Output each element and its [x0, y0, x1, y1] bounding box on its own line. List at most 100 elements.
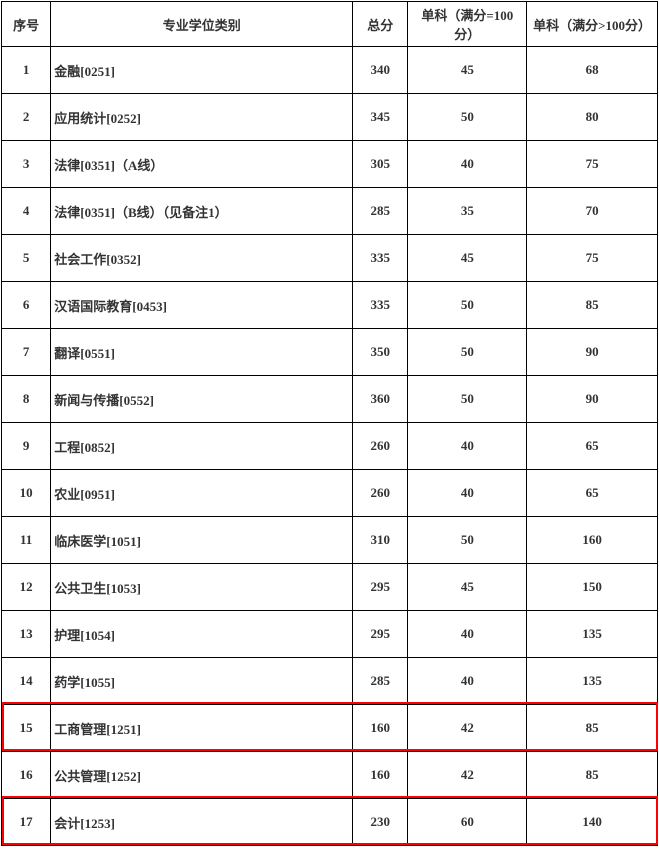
cell-sgt100: 80 — [527, 94, 658, 141]
score-table: 序号 专业学位类别 总分 单科（满分=100分） 单科（满分>100分） 1金融… — [1, 1, 658, 846]
cell-total: 345 — [353, 94, 408, 141]
cell-sgt100: 85 — [527, 282, 658, 329]
cell-major: 农业[0951] — [51, 470, 353, 517]
cell-index: 2 — [2, 94, 51, 141]
table-row: 2应用统计[0252]3455080 — [2, 94, 658, 141]
cell-index: 12 — [2, 564, 51, 611]
table-row: 14药学[1055]28540135 — [2, 658, 658, 705]
cell-total: 335 — [353, 235, 408, 282]
table-row: 11临床医学[1051]31050160 — [2, 517, 658, 564]
col-total: 总分 — [353, 2, 408, 47]
cell-sgt100: 135 — [527, 611, 658, 658]
cell-s100: 60 — [408, 799, 527, 846]
col-sgt100: 单科（满分>100分） — [527, 2, 658, 47]
cell-major: 公共管理[1252] — [51, 752, 353, 799]
cell-index: 13 — [2, 611, 51, 658]
cell-s100: 50 — [408, 94, 527, 141]
cell-total: 305 — [353, 141, 408, 188]
cell-major: 会计[1253] — [51, 799, 353, 846]
table-row: 3法律[0351]（A线）3054075 — [2, 141, 658, 188]
col-s100: 单科（满分=100分） — [408, 2, 527, 47]
table-row: 5社会工作[0352]3354575 — [2, 235, 658, 282]
cell-total: 285 — [353, 658, 408, 705]
cell-index: 10 — [2, 470, 51, 517]
cell-total: 310 — [353, 517, 408, 564]
cell-major: 应用统计[0252] — [51, 94, 353, 141]
table-head: 序号 专业学位类别 总分 单科（满分=100分） 单科（满分>100分） — [2, 2, 658, 47]
cell-index: 8 — [2, 376, 51, 423]
cell-s100: 45 — [408, 47, 527, 94]
cell-sgt100: 68 — [527, 47, 658, 94]
cell-major: 翻译[0551] — [51, 329, 353, 376]
cell-s100: 50 — [408, 517, 527, 564]
cell-sgt100: 135 — [527, 658, 658, 705]
table-row: 4法律[0351]（B线）（见备注1）2853570 — [2, 188, 658, 235]
cell-major: 药学[1055] — [51, 658, 353, 705]
cell-major: 护理[1054] — [51, 611, 353, 658]
table-row: 6汉语国际教育[0453]3355085 — [2, 282, 658, 329]
cell-sgt100: 140 — [527, 799, 658, 846]
cell-major: 新闻与传播[0552] — [51, 376, 353, 423]
cell-total: 360 — [353, 376, 408, 423]
cell-s100: 40 — [408, 141, 527, 188]
cell-s100: 40 — [408, 611, 527, 658]
col-major: 专业学位类别 — [51, 2, 353, 47]
cell-index: 16 — [2, 752, 51, 799]
table-row: 10农业[0951]2604065 — [2, 470, 658, 517]
cell-s100: 50 — [408, 329, 527, 376]
cell-index: 15 — [2, 705, 51, 752]
cell-sgt100: 90 — [527, 376, 658, 423]
cell-index: 4 — [2, 188, 51, 235]
cell-total: 350 — [353, 329, 408, 376]
table-row: 13护理[1054]29540135 — [2, 611, 658, 658]
cell-total: 335 — [353, 282, 408, 329]
cell-s100: 40 — [408, 423, 527, 470]
cell-sgt100: 70 — [527, 188, 658, 235]
cell-s100: 50 — [408, 376, 527, 423]
cell-total: 295 — [353, 611, 408, 658]
cell-index: 9 — [2, 423, 51, 470]
cell-total: 285 — [353, 188, 408, 235]
cell-major: 工程[0852] — [51, 423, 353, 470]
cell-index: 1 — [2, 47, 51, 94]
cell-total: 160 — [353, 752, 408, 799]
table-row: 16公共管理[1252]1604285 — [2, 752, 658, 799]
cell-major: 工商管理[1251] — [51, 705, 353, 752]
cell-major: 公共卫生[1053] — [51, 564, 353, 611]
cell-index: 6 — [2, 282, 51, 329]
cell-sgt100: 75 — [527, 141, 658, 188]
cell-major: 金融[0251] — [51, 47, 353, 94]
table-body: 1金融[0251]34045682应用统计[0252]34550803法律[03… — [2, 47, 658, 846]
cell-s100: 40 — [408, 470, 527, 517]
cell-s100: 42 — [408, 705, 527, 752]
cell-s100: 45 — [408, 564, 527, 611]
table-row: 9工程[0852]2604065 — [2, 423, 658, 470]
cell-index: 3 — [2, 141, 51, 188]
cell-major: 社会工作[0352] — [51, 235, 353, 282]
cell-total: 260 — [353, 470, 408, 517]
cell-total: 230 — [353, 799, 408, 846]
page-root: 序号 专业学位类别 总分 单科（满分=100分） 单科（满分>100分） 1金融… — [0, 0, 659, 847]
table-row: 1金融[0251]3404568 — [2, 47, 658, 94]
table-row: 8新闻与传播[0552]3605090 — [2, 376, 658, 423]
cell-total: 260 — [353, 423, 408, 470]
cell-s100: 40 — [408, 658, 527, 705]
cell-major: 临床医学[1051] — [51, 517, 353, 564]
header-row: 序号 专业学位类别 总分 单科（满分=100分） 单科（满分>100分） — [2, 2, 658, 47]
cell-sgt100: 150 — [527, 564, 658, 611]
cell-sgt100: 65 — [527, 423, 658, 470]
table-row: 17会计[1253]23060140 — [2, 799, 658, 846]
cell-sgt100: 160 — [527, 517, 658, 564]
cell-index: 5 — [2, 235, 51, 282]
cell-s100: 42 — [408, 752, 527, 799]
col-index: 序号 — [2, 2, 51, 47]
cell-sgt100: 75 — [527, 235, 658, 282]
cell-total: 340 — [353, 47, 408, 94]
score-table-wrap: 序号 专业学位类别 总分 单科（满分=100分） 单科（满分>100分） 1金融… — [0, 0, 659, 847]
table-row: 7翻译[0551]3505090 — [2, 329, 658, 376]
cell-s100: 45 — [408, 235, 527, 282]
cell-sgt100: 65 — [527, 470, 658, 517]
cell-sgt100: 90 — [527, 329, 658, 376]
cell-major: 法律[0351]（B线）（见备注1） — [51, 188, 353, 235]
cell-index: 11 — [2, 517, 51, 564]
